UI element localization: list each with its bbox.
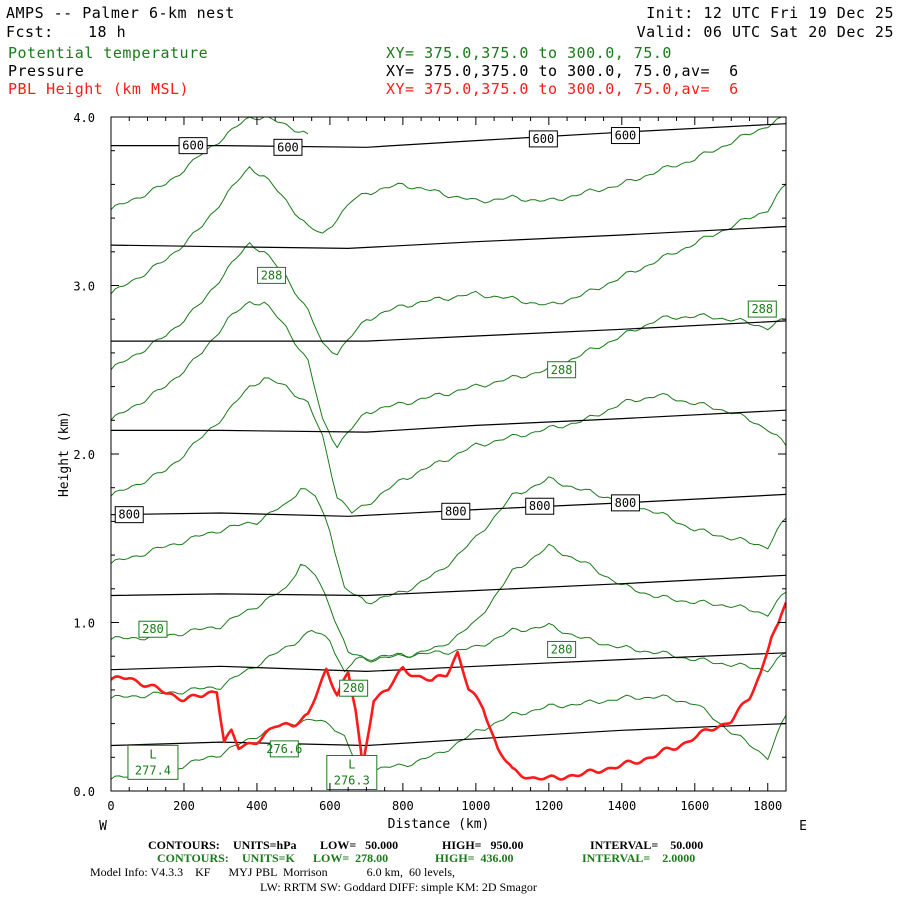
- theta-label-5-text: 280: [343, 681, 365, 695]
- pressure-label-3-text: 600: [615, 129, 637, 143]
- theta-label-5-box: [339, 679, 369, 697]
- theta-label-3-text: 280: [142, 622, 164, 636]
- extrema-label-1-letter: L: [348, 757, 355, 771]
- x-tick-label: 1600: [680, 799, 709, 813]
- x-tick-label: 200: [173, 799, 195, 813]
- pressure-label-6-text: 800: [529, 499, 551, 513]
- x-tick-label: 1800: [753, 799, 782, 813]
- pressure-label-4-box: [114, 506, 144, 524]
- y-axis-label: Height (km): [57, 411, 72, 497]
- extrema-label-0-value: 277.4: [135, 763, 171, 777]
- footer-contours-t-interval: INTERVAL= 2.0000: [582, 851, 696, 865]
- theta-contour-7: [111, 117, 786, 295]
- theta-label-2-box: [747, 300, 777, 318]
- pbl-height-line: [111, 601, 786, 781]
- footer-contours-p-units: UNITS=hPa: [233, 838, 297, 852]
- pressure-label-7-text: 800: [615, 496, 637, 510]
- footer-contours-p-low: LOW= 50.000: [320, 838, 399, 852]
- footer-contours-p-label: CONTOURS:: [148, 838, 220, 852]
- pressure-label-5-box: [441, 502, 471, 520]
- x-tick-label: 0: [107, 799, 114, 813]
- field-pressure-xy: XY= 375.0,375.0 to 300.0, 75.0,av= 6: [386, 62, 739, 80]
- theta-label-4-text: 280: [551, 642, 573, 656]
- footer-contours-p-high: HIGH= 950.00: [442, 838, 524, 852]
- theta-label-2-text: 288: [751, 302, 773, 316]
- field-theta-xy: XY= 375.0,375.0 to 300.0, 75.0: [386, 44, 672, 62]
- footer-model-info-2: LW: RRTM SW: Goddard DIFF: simple KM: 2D…: [260, 880, 537, 894]
- fcst-value: 18 h: [88, 23, 127, 41]
- field-theta-name: Potential temperature: [8, 44, 209, 62]
- plot-frame: [110, 116, 787, 792]
- theta-contour-1: [111, 622, 786, 699]
- pressure-contour-5: [111, 320, 786, 342]
- x-tick-label: 1200: [534, 799, 563, 813]
- pressure-contour-7: [111, 123, 786, 148]
- x-tick-label: 600: [319, 799, 341, 813]
- theta-contour-8: [111, 117, 309, 211]
- pressure-label-4-text: 800: [118, 508, 140, 522]
- extrema-label-0-box: [127, 744, 179, 780]
- pressure-contour-3: [111, 493, 786, 517]
- chart-title: AMPS -- Palmer 6-km nest: [6, 4, 235, 22]
- pressure-label-2-text: 600: [533, 132, 555, 146]
- pressure-label-2-box: [528, 130, 558, 148]
- pressure-label-7-box: [610, 494, 640, 512]
- theta-contour-0: [111, 694, 786, 780]
- pressure-label-6-box: [525, 497, 555, 515]
- y-tick-label: 2.0: [73, 448, 95, 462]
- field-pressure-name: Pressure: [8, 62, 85, 80]
- pressure-contour-1: [111, 652, 786, 673]
- pressure-label-0-text: 600: [182, 139, 204, 153]
- extrema-label-2-text: 276.6: [266, 742, 302, 756]
- pressure-label-1-box: [273, 138, 303, 156]
- x-tick-label: 1000: [461, 799, 490, 813]
- init-time: Init: 12 UTC Fri 19 Dec 25: [646, 4, 894, 22]
- y-tick-label: 4.0: [73, 111, 95, 125]
- theta-contour-2: [111, 543, 786, 663]
- fcst-label: Fcst:: [6, 23, 54, 41]
- theta-label-0-text: 288: [261, 268, 283, 282]
- pressure-label-1-text: 600: [277, 140, 299, 154]
- x-tick-label: 1400: [607, 799, 636, 813]
- x-tick-label: 800: [392, 799, 414, 813]
- east-label: E: [799, 819, 807, 834]
- footer-contours-t-high: HIGH= 436.00: [435, 851, 514, 865]
- extrema-label-1-box: [326, 754, 378, 790]
- theta-contour-5: [111, 301, 786, 449]
- theta-label-4-box: [547, 640, 577, 658]
- theta-label-1-text: 288: [551, 363, 573, 377]
- footer-contours-p-interval: INTERVAL= 50.000: [590, 838, 704, 852]
- x-tick-label: 400: [246, 799, 268, 813]
- footer-model-info: Model Info: V4.3.3 KF MYJ PBL Morrison 6…: [90, 865, 456, 879]
- west-label: W: [99, 819, 107, 834]
- pressure-contour-4: [111, 409, 786, 433]
- extrema-label-1-value: 276.3: [334, 773, 370, 787]
- extrema-label-0-letter: L: [149, 747, 156, 761]
- y-tick-label: 1.0: [73, 617, 95, 631]
- theta-label-3-box: [138, 620, 168, 638]
- footer-contours-t-label: CONTOURS:: [157, 851, 229, 865]
- y-tick-label: 0.0: [73, 785, 95, 799]
- theta-contour-4: [111, 377, 786, 514]
- footer-contours-t-low: LOW= 278.00: [313, 851, 389, 865]
- theta-contour-3: [111, 476, 786, 605]
- field-pbl-name: PBL Height (km MSL): [8, 80, 190, 98]
- pressure-label-5-text: 800: [445, 504, 467, 518]
- pressure-contour-0: [111, 723, 786, 747]
- pressure-label-0-box: [178, 137, 208, 155]
- field-pbl-xy: XY= 375.0,375.0 to 300.0, 75.0,av= 6: [386, 80, 739, 98]
- cross-section-chart: 600 600 600 600 800 800 800 800 288 288 288 280 280 2…: [57, 111, 807, 834]
- pressure-contour-2: [111, 574, 786, 597]
- theta-contour-6: [111, 184, 786, 371]
- y-tick-label: 3.0: [73, 280, 95, 294]
- theta-label-1-box: [547, 361, 577, 379]
- extrema-label-2-box: [269, 740, 299, 758]
- valid-time: Valid: 06 UTC Sat 20 Dec 25: [636, 23, 894, 41]
- pressure-contour-6: [111, 225, 786, 250]
- pressure-label-3-box: [610, 127, 640, 145]
- theta-label-0-box: [257, 266, 287, 284]
- x-axis-label: Distance (km): [388, 817, 490, 832]
- footer-contours-t-units: UNITS=K: [242, 851, 295, 865]
